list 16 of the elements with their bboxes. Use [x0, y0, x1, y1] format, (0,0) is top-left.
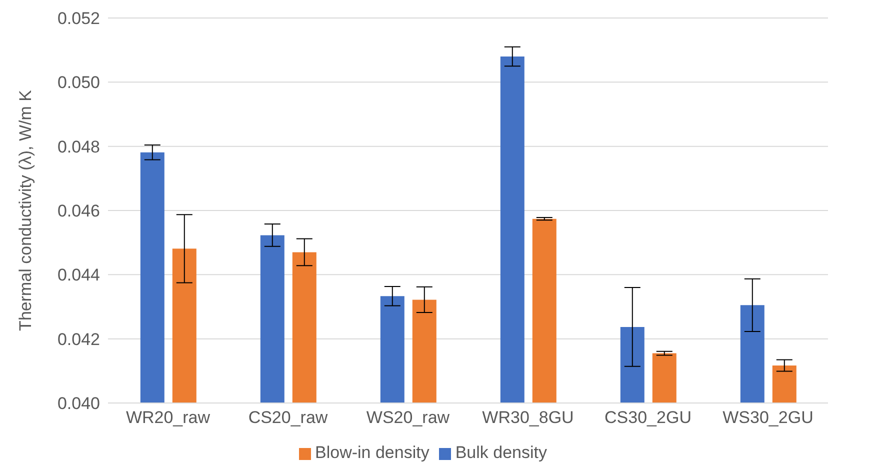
y-tick-label: 0.046 [57, 202, 100, 221]
x-tick-label: WS30_2GU [722, 408, 814, 428]
y-tick-label: 0.050 [57, 73, 100, 92]
x-tick-label: WR30_8GU [482, 408, 574, 428]
y-tick-label: 0.052 [57, 9, 100, 28]
x-tick-label: WS20_raw [366, 408, 450, 428]
x-tick-label: WR20_raw [126, 408, 211, 428]
x-tick-label: CS30_2GU [604, 408, 692, 428]
y-axis-title: Thermal conductivity (λ), W/m K [16, 89, 36, 331]
legend-label: Bulk density [455, 443, 547, 462]
x-tick-label: CS20_raw [248, 408, 328, 428]
y-tick-label: 0.040 [57, 394, 100, 414]
y-tick-label: 0.044 [57, 266, 100, 285]
legend-label: Blow-in density [315, 443, 430, 462]
y-tick-label: 0.042 [57, 330, 100, 349]
y-tick-label: 0.048 [57, 137, 100, 156]
